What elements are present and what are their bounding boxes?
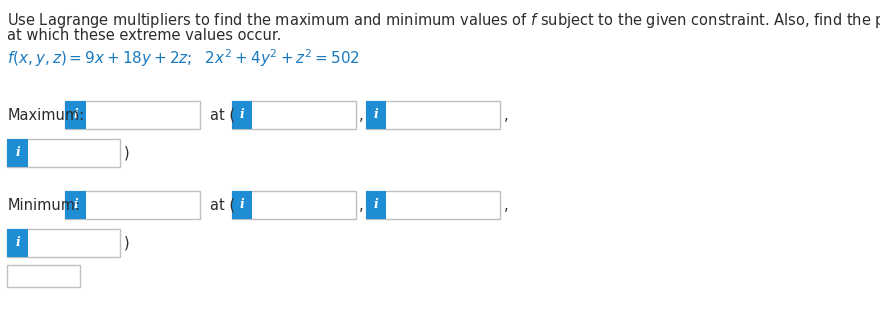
Bar <box>7 229 27 257</box>
Bar <box>232 191 253 219</box>
Bar <box>366 191 501 219</box>
Text: i: i <box>15 146 20 160</box>
Bar <box>232 101 356 129</box>
Text: i: i <box>374 108 378 122</box>
Text: Maximum:: Maximum: <box>7 108 84 122</box>
Text: i: i <box>73 108 78 122</box>
Text: ,: , <box>359 108 363 122</box>
Bar <box>366 101 386 129</box>
Text: i: i <box>240 198 245 211</box>
Text: i: i <box>240 108 245 122</box>
Text: i: i <box>15 236 20 249</box>
Text: at (: at ( <box>210 108 235 122</box>
Text: at (: at ( <box>210 197 235 212</box>
Text: $f(x, y, z) = 9x + 18y + 2z;\ \ 2x^2 + 4y^2 + z^2 = 502$: $f(x, y, z) = 9x + 18y + 2z;\ \ 2x^2 + 4… <box>7 47 360 69</box>
Bar <box>65 191 200 219</box>
Bar <box>65 101 86 129</box>
Text: Use Lagrange multipliers to find the maximum and minimum values of $f$ subject t: Use Lagrange multipliers to find the max… <box>7 11 880 30</box>
Bar <box>7 139 120 167</box>
Bar <box>65 101 200 129</box>
Bar <box>7 229 120 257</box>
Bar <box>366 101 501 129</box>
Text: Minimum:: Minimum: <box>7 197 80 212</box>
Text: at which these extreme values occur.: at which these extreme values occur. <box>7 28 282 43</box>
Text: ,: , <box>503 108 508 122</box>
Text: ,: , <box>503 197 508 212</box>
Text: i: i <box>374 198 378 211</box>
Text: ): ) <box>124 145 129 160</box>
Bar <box>232 101 253 129</box>
Text: ,: , <box>359 197 363 212</box>
Bar <box>7 139 27 167</box>
Bar <box>366 191 386 219</box>
Text: ): ) <box>124 235 129 250</box>
Text: i: i <box>73 198 78 211</box>
Bar <box>232 191 356 219</box>
Bar <box>7 265 80 287</box>
Bar <box>65 191 86 219</box>
